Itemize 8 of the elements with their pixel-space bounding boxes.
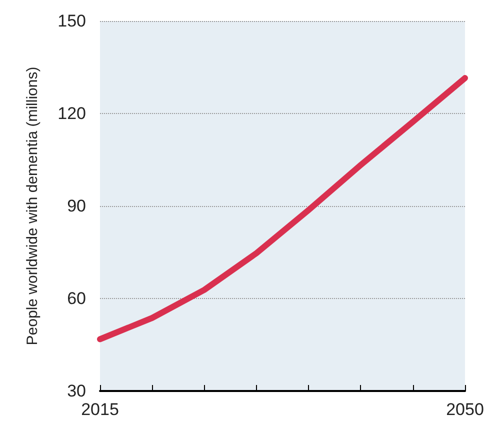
x-tick-label: 2015 bbox=[81, 400, 119, 419]
y-tick-label: 120 bbox=[58, 104, 86, 123]
y-tick-label: 30 bbox=[67, 382, 86, 400]
y-tick-label: 60 bbox=[67, 289, 86, 308]
y-tick-label: 90 bbox=[67, 196, 86, 216]
x-tick-label: 2050 bbox=[446, 400, 484, 419]
y-axis-title: People worldwide with dementia (millions) bbox=[24, 66, 41, 346]
y-tick-label: 150 bbox=[58, 12, 86, 30]
